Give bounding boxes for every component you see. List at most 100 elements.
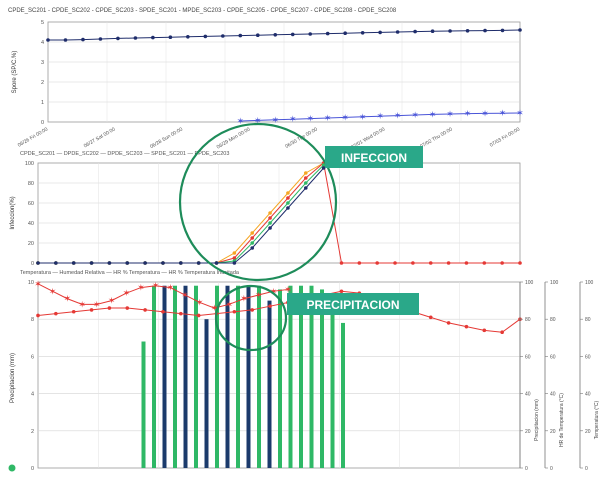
precip-bar <box>194 285 198 468</box>
series-marker: ✶ <box>167 283 175 293</box>
right-axis-tick-label: 40 <box>525 392 531 398</box>
precip-bar <box>299 285 303 468</box>
precip-bar <box>141 341 146 468</box>
precip-bar <box>215 285 219 468</box>
series-marker <box>339 261 344 265</box>
series-marker <box>81 37 85 42</box>
series-marker <box>360 31 365 35</box>
series-marker <box>303 171 308 175</box>
precip-bar <box>152 285 156 468</box>
series-marker <box>46 38 50 42</box>
series-marker <box>482 261 487 265</box>
series-marker: ✶ <box>196 297 204 307</box>
series-marker <box>500 28 505 33</box>
series-marker <box>343 31 347 35</box>
series-marker <box>107 261 112 265</box>
series-marker <box>375 261 379 265</box>
y-tick-label: 100 <box>25 161 34 167</box>
precip-bar <box>267 300 272 468</box>
series-marker: ✶ <box>93 299 101 309</box>
panel-spore-yticks: 5 4 3 2 1 0 <box>41 20 44 126</box>
series-marker <box>321 163 326 167</box>
right-axis-tick-label: 100 <box>550 280 559 286</box>
series-marker: ✶ <box>289 114 297 124</box>
infection-callout: INFECCION <box>178 122 423 282</box>
series-marker <box>303 176 308 180</box>
right-axis-tick-label: 60 <box>525 354 531 360</box>
series-marker <box>250 246 255 250</box>
panel-precipitation-bars <box>141 285 345 468</box>
series-marker <box>273 33 278 37</box>
precip-bar <box>183 285 188 468</box>
series-marker: ✶ <box>341 112 349 122</box>
series-marker: ✶ <box>359 112 367 122</box>
series-marker <box>196 313 201 318</box>
series-marker <box>89 261 94 265</box>
series-marker: ✶ <box>237 116 245 126</box>
series-marker <box>196 261 201 265</box>
y-tick-label: 4 <box>31 392 34 398</box>
precip-bar <box>225 285 230 468</box>
precip-bar <box>320 289 324 468</box>
series-marker <box>71 309 76 314</box>
precip-bar <box>257 285 261 468</box>
series-marker <box>89 308 94 312</box>
series-marker: ✶ <box>464 109 472 119</box>
series-marker: ✶ <box>429 109 437 119</box>
y-tick-label: 40 <box>28 221 34 227</box>
y-tick-label: 2 <box>31 429 34 435</box>
series-marker <box>133 36 138 40</box>
series-marker: ✶ <box>240 294 248 304</box>
right-axis-tick-label: 20 <box>525 429 531 435</box>
series-marker: ✶ <box>152 281 160 291</box>
panel-spore-xticks: 06/26 Fri 00:00 06/27 Sat 00:00 06/28 Sun … <box>17 126 521 150</box>
series-marker <box>500 261 504 265</box>
series-marker <box>54 311 58 316</box>
panel-infection-legend: CPDE_SC201 — DPDE_SC202 — DPDE_SC203 — S… <box>20 151 229 157</box>
panel-infection: CPDE_SC201 — DPDE_SC202 — DPDE_SC203 — S… <box>10 151 522 267</box>
series-marker: ✶ <box>394 111 402 121</box>
series-marker: ✶ <box>376 111 384 121</box>
precip-bar <box>309 285 314 468</box>
series-marker: ✶ <box>78 299 86 309</box>
series-marker <box>250 308 255 312</box>
series-marker: ✶ <box>225 299 233 309</box>
series-marker <box>36 261 40 265</box>
series-marker <box>179 261 183 265</box>
status-dot <box>8 464 16 472</box>
series-marker <box>428 261 433 265</box>
series-marker <box>232 309 237 314</box>
y-tick-label: 8 <box>31 317 34 323</box>
series-marker <box>303 181 308 185</box>
series-marker <box>464 324 469 329</box>
precip-bar <box>162 285 167 468</box>
series-marker <box>116 36 120 41</box>
series-marker: ✶ <box>411 110 419 120</box>
precipitation-callout: PRECIPITACION <box>214 284 419 352</box>
right-axis-tick-label: 0 <box>585 466 588 472</box>
right-axis-tick-label: 40 <box>585 392 591 398</box>
precip-bar <box>330 293 335 468</box>
series-marker <box>98 37 103 41</box>
series-marker <box>268 304 272 308</box>
series-marker <box>518 28 522 32</box>
series-marker: ✶ <box>270 286 278 296</box>
panel-precipitation-right-axes: 100 80 60 40 20 0 Precipitacion (mm) 100 80 60 40 2… <box>519 280 600 472</box>
series-marker <box>151 35 155 40</box>
y-tick-label: 2 <box>41 80 44 86</box>
precipitation-circle <box>214 284 288 352</box>
series-marker <box>428 315 433 320</box>
series-marker: ✶ <box>255 290 263 300</box>
series-marker: ✶ <box>64 294 72 304</box>
panel-precipitation-legend: Temperatura — Humedad Relativa — HR % Te… <box>20 270 240 276</box>
series-marker <box>308 32 313 36</box>
series-marker <box>286 206 290 210</box>
series-marker: ✶ <box>516 108 524 118</box>
series-marker <box>411 261 415 265</box>
precip-bar <box>341 322 345 468</box>
panel-precipitation-ylabel: Precipitacion (mm) <box>10 353 16 403</box>
series-marker <box>268 216 272 220</box>
precip-bar <box>204 319 209 468</box>
x-tick-label: 07/02 Thu 00:00 <box>419 126 454 149</box>
series-marker <box>143 261 147 265</box>
